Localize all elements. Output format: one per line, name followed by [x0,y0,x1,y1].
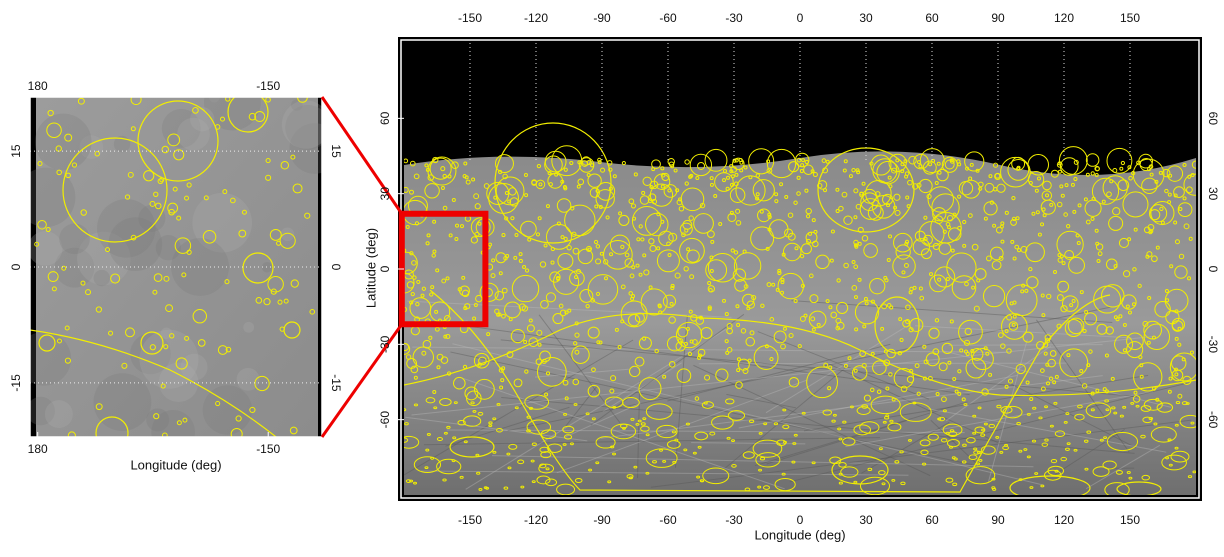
inset-y-tick-label: 15 [9,144,23,158]
x-tick-label-top: 0 [797,11,804,25]
texture [151,410,195,454]
x-tick-label-top: 60 [925,11,939,25]
inset-x-tick-label: -150 [256,442,280,456]
texture [35,114,92,171]
x-axis-label: Longitude (deg) [754,527,845,542]
x-tick-label-top: 90 [991,11,1005,25]
inset-x-tick-label-top: 180 [28,79,48,93]
main-map [394,37,1205,527]
texture [699,363,1067,364]
y-axis-label: Latitude (deg) [363,228,378,308]
texture [282,100,330,148]
x-tick-label: 60 [925,513,939,527]
x-tick-label-top: 120 [1054,11,1074,25]
x-tick-label: 30 [859,513,873,527]
y-tick-label-right: 60 [1206,112,1220,126]
y-tick-label: -30 [378,335,392,353]
texture [203,385,252,434]
inset-x-tick-label-top: -150 [256,79,280,93]
texture [94,270,110,286]
x-tick-label-top: -90 [593,11,611,25]
y-tick-label-right: 30 [1206,187,1220,201]
x-tick-label-top: 30 [859,11,873,25]
texture [94,373,152,431]
x-tick-label: 90 [991,513,1005,527]
x-tick-label: 120 [1054,513,1074,527]
x-tick-label: -90 [593,513,611,527]
x-tick-label: -150 [458,513,482,527]
y-tick-label: -60 [378,411,392,429]
x-tick-label-top: -60 [659,11,677,25]
inset-surface [16,74,340,454]
inset-map [16,74,340,454]
texture [59,224,90,255]
inset-y-tick-label-right: -15 [329,374,343,392]
inset-y-tick-label-right: 15 [329,144,343,158]
texture [108,217,162,271]
inset-y-tick-label: 0 [9,263,23,270]
y-tick-label-right: -30 [1206,336,1220,354]
inset-x-axis-label: Longitude (deg) [130,457,221,472]
x-tick-label-top: -30 [725,11,743,25]
texture [28,231,63,266]
texture [243,322,254,333]
x-tick-label: 0 [797,513,804,527]
y-tick-label-right: 0 [1206,266,1220,273]
x-tick-label-top: -120 [524,11,548,25]
y-tick-label: 60 [378,111,392,125]
y-tick-label: 0 [378,265,392,272]
x-tick-label: 150 [1120,513,1140,527]
y-tick-label-right: -60 [1206,411,1220,429]
x-tick-label-top: -150 [458,11,482,25]
x-tick-label: -60 [659,513,677,527]
inset-y-tick-label-right: 0 [329,264,343,271]
texture [17,332,71,386]
map-surface [394,123,1205,527]
y-tick-label: 30 [378,187,392,201]
inset-x-tick-label: 180 [28,442,48,456]
texture [190,107,214,131]
texture [45,400,73,428]
x-tick-label-top: 150 [1120,11,1140,25]
x-tick-label: -120 [524,513,548,527]
inset-y-tick-label: -15 [9,374,23,392]
x-tick-label: -30 [725,513,743,527]
